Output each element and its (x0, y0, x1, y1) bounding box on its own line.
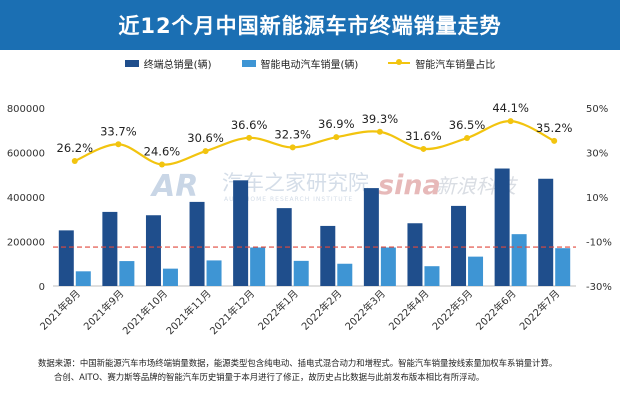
share-data-label: 31.6% (405, 129, 442, 143)
bar-ev (380, 247, 396, 286)
share-data-label: 44.1% (492, 101, 529, 115)
x-tick-label: 2022年5月 (429, 287, 475, 333)
y-right-tick-label: 10% (586, 193, 608, 204)
share-data-label: 30.6% (187, 131, 224, 145)
bar-ev (337, 263, 353, 286)
share-line (74, 120, 555, 166)
share-data-label: 35.2% (536, 121, 573, 135)
legend-label-total: 终端总销量(辆) (143, 59, 212, 71)
bar-total (189, 201, 205, 286)
legend-item-share: 智能汽车销量占比 (388, 56, 495, 71)
bar-total (102, 211, 118, 286)
bar-total (276, 208, 292, 286)
y-right-tick-label: -30% (586, 282, 612, 293)
share-data-label: 36.6% (231, 118, 268, 132)
x-tick-label: 2022年7月 (517, 287, 563, 333)
y-left-tick-label: 400000 (7, 193, 45, 204)
share-point (420, 145, 427, 152)
bar-ev (250, 247, 266, 286)
share-point (333, 134, 340, 141)
share-point (551, 137, 558, 144)
legend-item-ev: 智能电动汽车销量(辆) (241, 56, 359, 71)
bar-ev (424, 266, 440, 286)
bar-total (145, 215, 161, 286)
title-bar: 近12个月中国新能源车市终端销量走势 (0, 0, 620, 50)
bar-ev (293, 260, 309, 286)
footer-note: 数据来源：中国新能源汽车市场终端销量数据，能源类型包含纯电动、插电式混合动力和增… (38, 356, 613, 384)
x-tick-label: 2021年8月 (37, 287, 83, 333)
footer-line-2: 合创、AITO、赛力斯等品牌的智能汽车历史销量于本月进行了修正，故历史占比数据与… (54, 372, 485, 382)
y-left-tick-label: 800000 (7, 104, 45, 115)
bar-total (407, 223, 423, 286)
bar-ev (468, 256, 484, 286)
share-data-label: 32.3% (274, 127, 311, 141)
bar-total (538, 178, 554, 286)
y-right-tick-label: 30% (586, 149, 608, 160)
x-tick-label: 2021年12月 (207, 287, 257, 337)
share-point (71, 157, 78, 164)
y-right-tick-label: -10% (586, 238, 612, 249)
share-data-label: 26.2% (57, 141, 94, 155)
legend-swatch-share-dot (396, 59, 403, 65)
x-tick-label: 2021年11月 (163, 287, 213, 337)
bar-ev (162, 268, 178, 286)
watermark-sina-logo: sina (378, 170, 441, 201)
x-tick-label: 2022年2月 (299, 287, 345, 333)
share-point (246, 134, 253, 141)
share-point (202, 148, 209, 155)
footer-line-1: 数据来源：中国新能源汽车市场终端销量数据，能源类型包含纯电动、插电式混合动力和增… (38, 358, 558, 368)
share-point (376, 128, 383, 135)
y-left-tick-label: 0 (39, 282, 45, 293)
bar-total (320, 225, 336, 286)
x-tick-label: 2022年4月 (386, 287, 432, 333)
y-right-tick-label: 50% (586, 104, 608, 115)
share-point (289, 144, 296, 151)
bar-ev (555, 248, 571, 286)
legend-swatch-share (388, 59, 411, 65)
bar-total (58, 230, 74, 286)
share-point (464, 135, 471, 142)
bar-ev (75, 271, 91, 286)
share-point (158, 161, 165, 168)
share-point (507, 118, 514, 125)
watermark-autohome-logo: AR (150, 169, 198, 204)
bar-ev (511, 234, 527, 286)
legend-swatch-ev (241, 59, 256, 67)
legend-label-share: 智能汽车销量占比 (415, 59, 496, 71)
bar-total (363, 188, 379, 286)
y-left-tick-label: 600000 (7, 149, 45, 160)
bar-ev (206, 260, 222, 286)
share-data-label: 36.9% (318, 117, 355, 131)
share-data-label: 36.5% (449, 118, 486, 132)
share-point (115, 141, 122, 148)
bar-total (451, 205, 467, 286)
x-tick-label: 2022年3月 (342, 287, 388, 333)
x-tick-label: 2021年10月 (120, 287, 170, 337)
legend-item-total: 终端总销量(辆) (124, 56, 212, 71)
bar-ev (119, 261, 135, 286)
share-data-label: 24.6% (144, 145, 181, 159)
share-data-label: 33.7% (100, 124, 137, 138)
watermark-autohome-subtext: AUTOHOME RESEARCH INSTITUTE (224, 196, 353, 203)
x-tick-label: 2022年6月 (473, 287, 519, 333)
bar-total (494, 168, 510, 286)
x-tick-label: 2021年9月 (81, 287, 127, 333)
legend-swatch-total (124, 59, 139, 67)
bar-total (233, 180, 249, 286)
y-left-tick-label: 200000 (7, 238, 45, 249)
share-data-label: 39.3% (362, 112, 399, 126)
legend: 终端总销量(辆) 智能电动汽车销量(辆) 智能汽车销量占比 (0, 52, 620, 74)
x-tick-label: 2022年1月 (255, 287, 301, 333)
chart-title: 近12个月中国新能源车市终端销量走势 (118, 14, 502, 38)
legend-label-ev: 智能电动汽车销量(辆) (260, 59, 359, 71)
